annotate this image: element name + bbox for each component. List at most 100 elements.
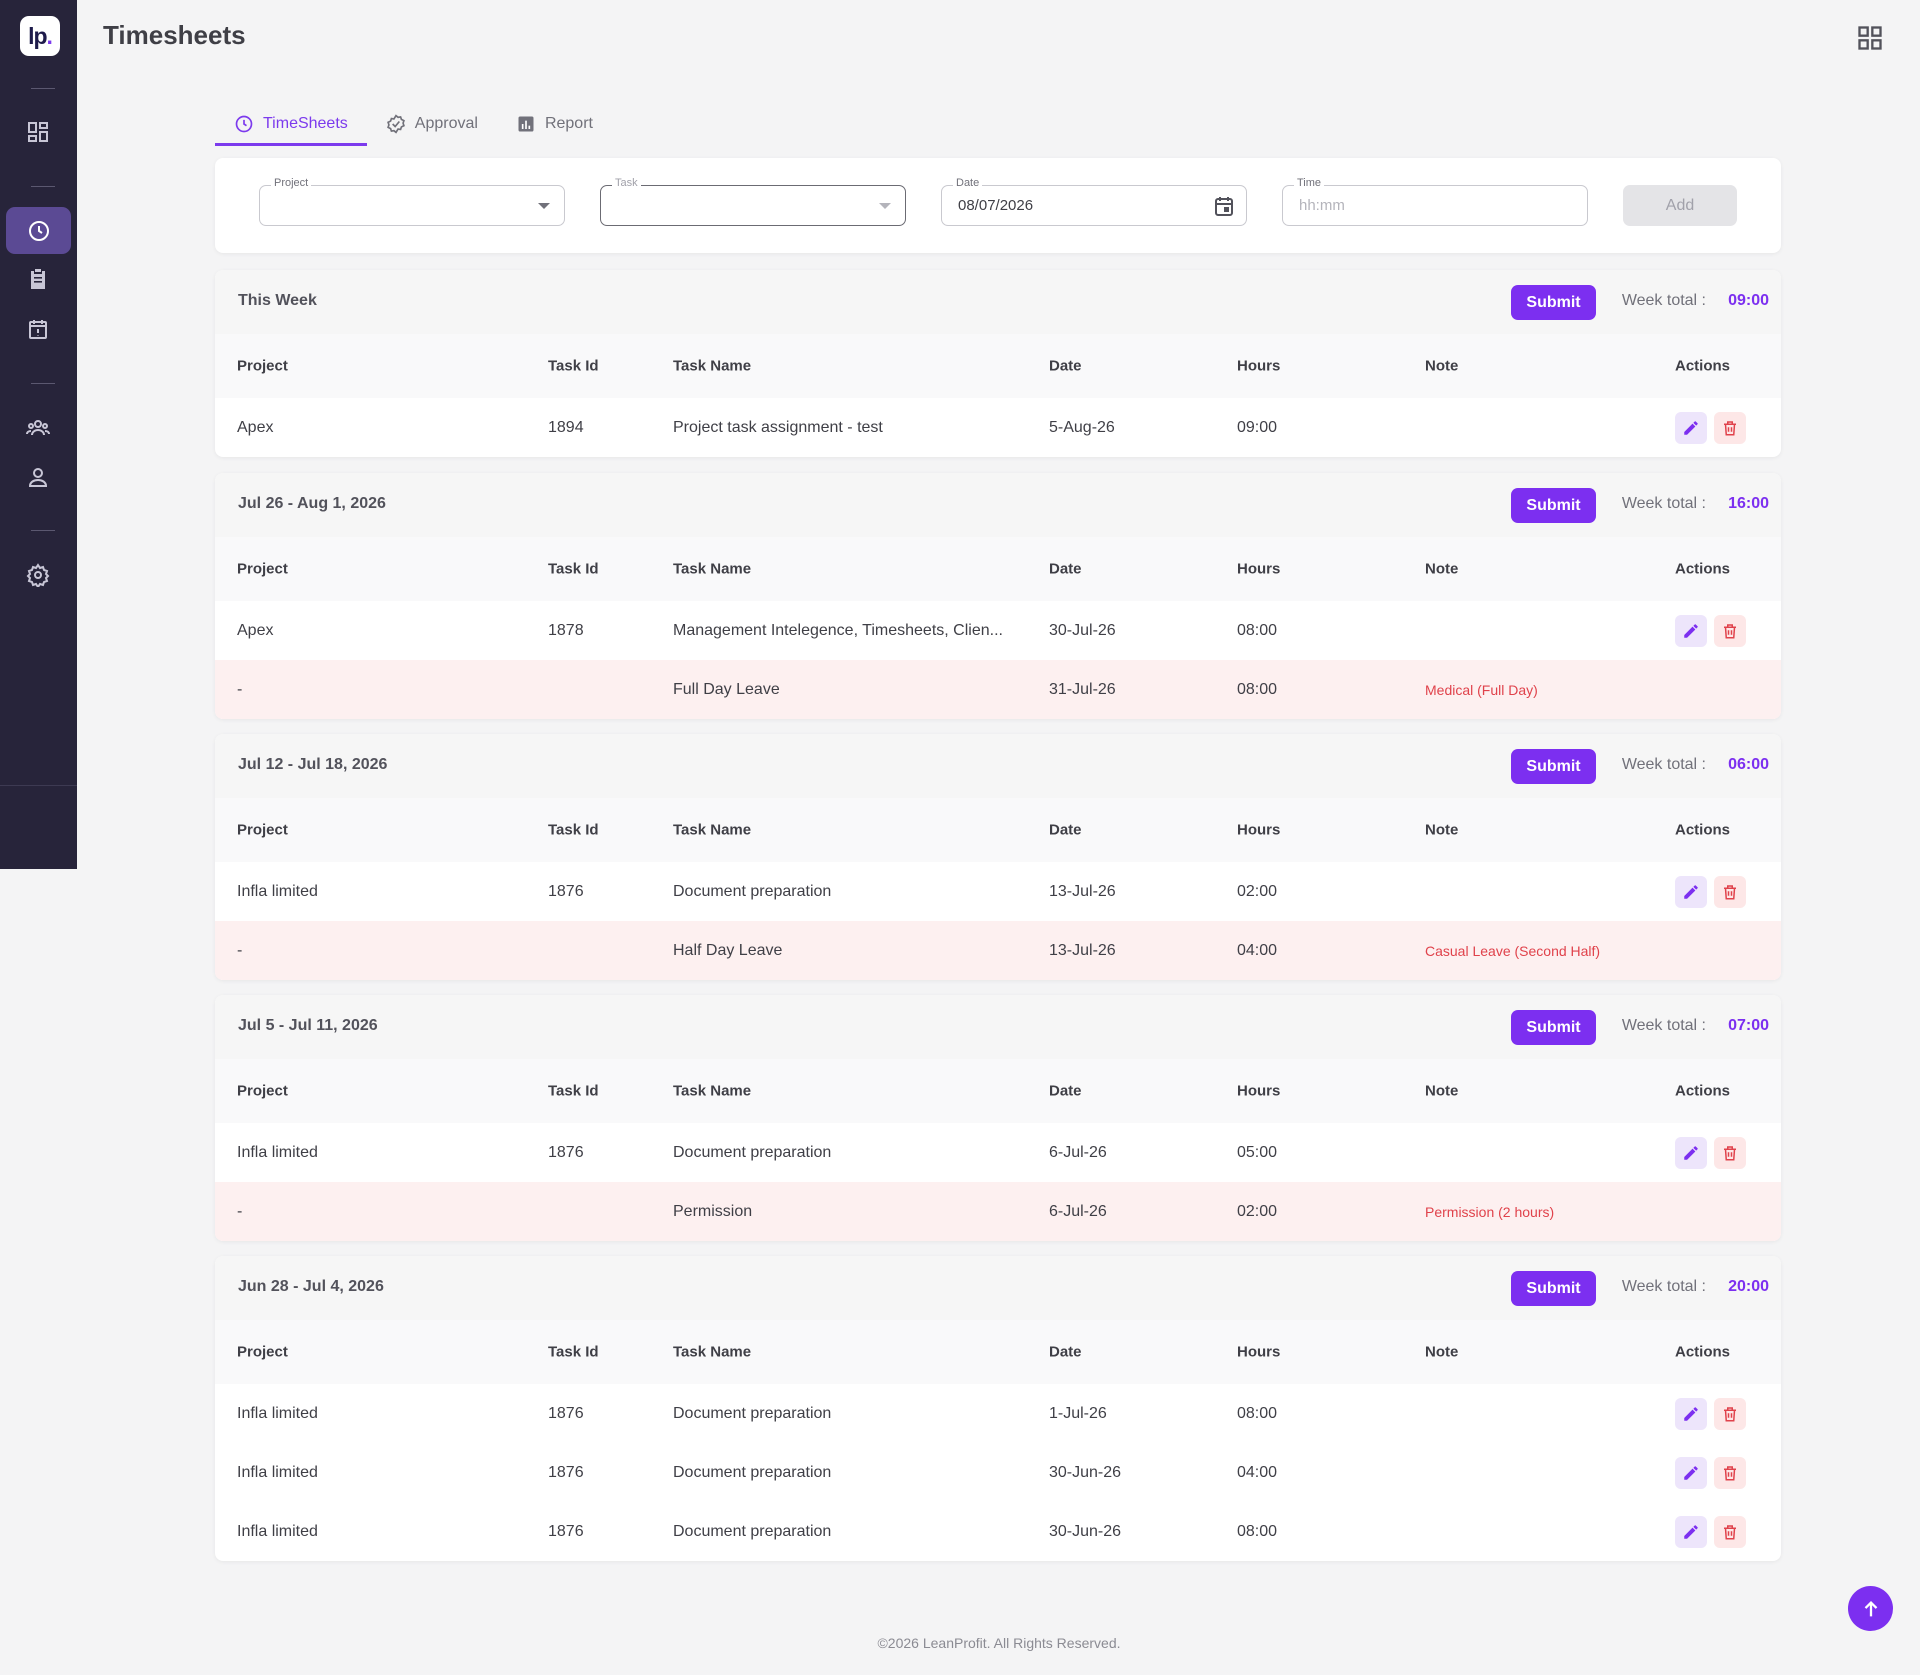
column-header-date: Date xyxy=(1049,1082,1082,1100)
table-header: Project Task Id Task Name Date Hours Note Acti… xyxy=(215,1059,1781,1123)
gear-icon xyxy=(26,563,50,587)
edit-button[interactable] xyxy=(1675,1397,1707,1430)
cell-note: Medical (Full Day) xyxy=(1425,681,1538,698)
column-header-hours: Hours xyxy=(1237,1082,1281,1100)
table-header: Project Task Id Task Name Date Hours Note Acti… xyxy=(215,1320,1781,1384)
trash-icon xyxy=(1724,420,1736,435)
cell-project: - xyxy=(237,1202,243,1220)
cell-date: 31-Jul-26 xyxy=(1049,680,1116,698)
app-logo[interactable]: lp. xyxy=(20,16,60,56)
sidebar-item-team[interactable] xyxy=(16,408,60,448)
column-header-project: Project xyxy=(237,357,288,375)
column-header-date: Date xyxy=(1049,1343,1082,1361)
chevron-down-icon xyxy=(538,203,550,209)
time-placeholder: hh:mm xyxy=(1299,197,1345,214)
delete-button[interactable] xyxy=(1714,1136,1746,1169)
column-header-project: Project xyxy=(237,821,288,839)
table-row: Infla limited 1876 Document preparation … xyxy=(215,1384,1781,1443)
cell-task-id: 1876 xyxy=(548,1404,584,1422)
tab-report[interactable]: Report xyxy=(497,104,612,144)
leave-row: - Half Day Leave 13-Jul-26 04:00 Casual … xyxy=(215,921,1781,980)
sidebar-divider xyxy=(0,785,77,786)
column-header-note: Note xyxy=(1425,1343,1459,1361)
edit-button[interactable] xyxy=(1675,1456,1707,1489)
sidebar-item-dashboard[interactable] xyxy=(16,112,60,152)
clock-icon xyxy=(28,220,49,241)
cell-note: Casual Leave (Second Half) xyxy=(1425,942,1601,959)
calendar-icon[interactable] xyxy=(1212,194,1236,218)
submit-button[interactable]: Submit xyxy=(1511,1271,1596,1306)
delete-button[interactable] xyxy=(1714,1397,1746,1430)
tab-timesheets[interactable]: TimeSheets xyxy=(215,104,367,146)
cell-hours: 08:00 xyxy=(1237,1404,1278,1422)
trash-icon xyxy=(1724,1524,1736,1539)
time-input[interactable]: Time hh:mm xyxy=(1282,177,1588,226)
submit-button[interactable]: Submit xyxy=(1511,488,1596,523)
column-header-hours: Hours xyxy=(1237,1343,1281,1361)
sidebar-item-timesheets[interactable] xyxy=(6,207,71,254)
calendar-alert-icon xyxy=(29,320,47,339)
cell-hours: 05:00 xyxy=(1237,1143,1278,1161)
cell-task-id: 1894 xyxy=(548,418,584,436)
edit-button[interactable] xyxy=(1675,411,1707,444)
table-row: Infla limited 1876 Document preparation … xyxy=(215,862,1781,921)
date-value: 08/07/2026 xyxy=(958,197,1034,214)
submit-button[interactable]: Submit xyxy=(1511,285,1596,320)
cell-hours: 08:00 xyxy=(1237,680,1278,698)
cell-project: Apex xyxy=(237,621,274,639)
column-header-actions: Actions xyxy=(1675,1082,1731,1100)
column-header-date: Date xyxy=(1049,560,1082,578)
edit-button[interactable] xyxy=(1675,1136,1707,1169)
delete-button[interactable] xyxy=(1714,1456,1746,1489)
edit-button[interactable] xyxy=(1675,875,1707,908)
cell-task-name: Document preparation xyxy=(673,1463,832,1481)
pencil-icon xyxy=(1684,1145,1698,1160)
delete-button[interactable] xyxy=(1714,1515,1746,1548)
edit-button[interactable] xyxy=(1675,1515,1707,1548)
cell-project: Infla limited xyxy=(237,1522,318,1540)
submit-button[interactable]: Submit xyxy=(1511,1010,1596,1045)
table-row: Apex 1878 Management Intelegence, Timesh… xyxy=(215,601,1781,660)
column-header-task-name: Task Name xyxy=(673,357,752,375)
sidebar-item-calendar[interactable] xyxy=(16,309,60,349)
clipboard-icon xyxy=(31,269,45,289)
cell-task-name: Half Day Leave xyxy=(673,941,783,959)
tab-approval[interactable]: Approval xyxy=(367,104,497,144)
pencil-icon xyxy=(1684,1524,1698,1539)
apps-grid-icon[interactable] xyxy=(1856,24,1884,52)
week-card: Jul 5 - Jul 11, 2026 Submit Week total :… xyxy=(215,995,1781,1241)
column-header-date: Date xyxy=(1049,821,1082,839)
delete-button[interactable] xyxy=(1714,614,1746,647)
sidebar-item-tasks[interactable] xyxy=(16,259,60,299)
cell-project: Infla limited xyxy=(237,1463,318,1481)
pencil-icon xyxy=(1684,1465,1698,1480)
submit-button[interactable]: Submit xyxy=(1511,749,1596,784)
cell-date: 13-Jul-26 xyxy=(1049,941,1116,959)
cell-hours: 04:00 xyxy=(1237,1463,1278,1481)
cell-hours: 09:00 xyxy=(1237,418,1278,436)
scroll-to-top-button[interactable] xyxy=(1848,1586,1893,1631)
column-header-task-name: Task Name xyxy=(673,560,752,578)
table-header: Project Task Id Task Name Date Hours Note Acti… xyxy=(215,537,1781,601)
edit-button[interactable] xyxy=(1675,614,1707,647)
sidebar-item-settings[interactable] xyxy=(16,555,60,595)
delete-button[interactable] xyxy=(1714,411,1746,444)
week-card: Jun 28 - Jul 4, 2026 Submit Week total :… xyxy=(215,1256,1781,1561)
cell-date: 6-Jul-26 xyxy=(1049,1143,1107,1161)
column-header-project: Project xyxy=(237,1343,288,1361)
column-header-hours: Hours xyxy=(1237,560,1281,578)
column-header-date: Date xyxy=(1049,357,1082,375)
date-field[interactable]: Date 08/07/2026 xyxy=(941,177,1247,226)
trash-icon xyxy=(1724,1465,1736,1480)
week-range: Jul 5 - Jul 11, 2026 xyxy=(238,1017,378,1034)
add-button[interactable]: Add xyxy=(1623,185,1737,226)
sidebar-item-profile[interactable] xyxy=(16,457,60,497)
project-select[interactable]: Project xyxy=(259,177,565,226)
chevron-down-icon xyxy=(879,203,891,209)
task-select[interactable]: Task xyxy=(600,177,906,226)
week-range: Jul 26 - Aug 1, 2026 xyxy=(238,495,386,512)
delete-button[interactable] xyxy=(1714,875,1746,908)
sidebar-divider xyxy=(31,88,55,89)
week-total-label: Week total : xyxy=(1621,292,1706,309)
week-total-label: Week total : xyxy=(1621,1017,1706,1034)
